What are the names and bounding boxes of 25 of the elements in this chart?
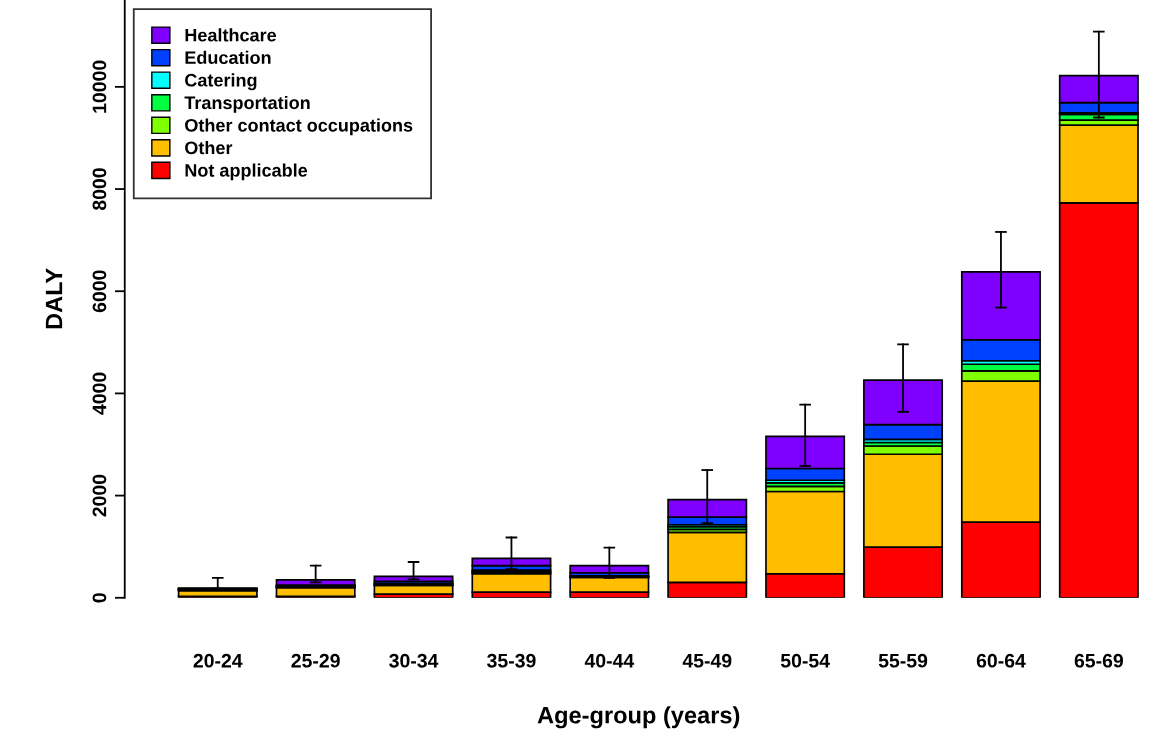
legend-label: Education [185, 50, 271, 65]
y-axis-title: DALY [45, 268, 63, 329]
x-axis-title: Age-group (years) [537, 706, 740, 729]
x-tick-label: 40-44 [584, 653, 635, 668]
x-tick-label: 30-34 [389, 653, 439, 668]
legend-label: Other [185, 140, 233, 155]
legend-label: Not applicable [185, 163, 308, 181]
legend-label: Other contact occupations [185, 118, 413, 136]
x-tick-label: 55-59 [878, 653, 928, 668]
legend-label: Transportation [184, 95, 310, 113]
y-tick-label: 2000 [92, 474, 107, 517]
x-tick-label: 50-54 [780, 653, 830, 668]
x-tick-label: 60-64 [976, 653, 1026, 668]
x-tick-label: 45-49 [682, 653, 732, 668]
y-tick-label: 0 [92, 593, 107, 603]
x-tick-label: 65-69 [1074, 653, 1123, 668]
x-tick-label: 25-29 [291, 653, 340, 668]
x-tick-label: 35-39 [487, 653, 536, 668]
legend-label: Catering [185, 73, 257, 91]
y-tick-label: 6000 [92, 270, 107, 313]
legend-label: Healthcare [185, 28, 277, 42]
y-tick-label: 10000 [92, 60, 107, 113]
y-tick-label: 4000 [92, 372, 107, 415]
x-tick-label: 20-24 [193, 653, 243, 668]
y-tick-label: 8000 [92, 168, 107, 211]
